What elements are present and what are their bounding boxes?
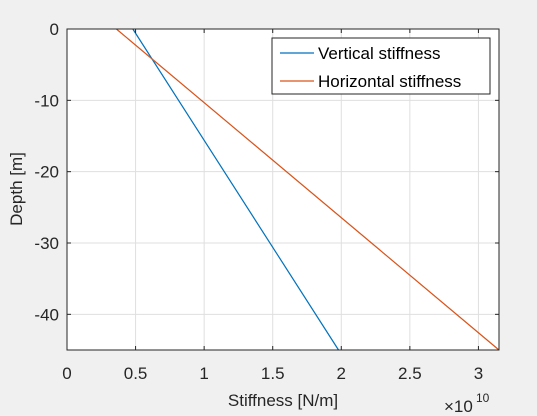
x-tick-label: 0: [62, 364, 71, 383]
y-tick-label: -30: [34, 234, 59, 253]
legend-label-2: Horizontal stiffness: [318, 72, 461, 91]
legend-box: [271, 37, 491, 95]
x-tick-label: 0.5: [124, 364, 148, 383]
y-tick-label: -40: [34, 305, 59, 324]
series-lines: [115, 28, 500, 351]
x-axis-label: Stiffness [N/m]: [228, 391, 338, 410]
x-axis-exponent: ×10 10: [444, 391, 490, 416]
x-tick-label: 1.5: [261, 364, 285, 383]
y-tick-label: 0: [50, 20, 59, 39]
y-axis-label: Depth [m]: [7, 152, 26, 226]
x-exponent-base: ×10: [444, 397, 473, 416]
legend-label-1: Vertical stiffness: [318, 44, 441, 63]
x-tick-label: 2.5: [398, 364, 422, 383]
y-tick-label: -10: [34, 91, 59, 110]
tick-marks: [66, 28, 499, 350]
y-tick-labels: 0 -10 -20 -30 -40: [34, 20, 59, 324]
series-line-1: [132, 28, 340, 351]
y-tick-label: -20: [34, 163, 59, 182]
legend: Vertical stiffness Horizontal stiffness: [271, 37, 491, 95]
x-tick-label: 1: [199, 364, 208, 383]
x-tick-labels: 0 0.5 1 1.5 2 2.5 3: [62, 364, 483, 383]
x-tick-label: 2: [337, 364, 346, 383]
x-exponent-power: 10: [476, 391, 490, 405]
plot-frame: [66, 28, 500, 351]
series-line-2: [115, 28, 500, 351]
x-tick-label: 3: [474, 364, 483, 383]
